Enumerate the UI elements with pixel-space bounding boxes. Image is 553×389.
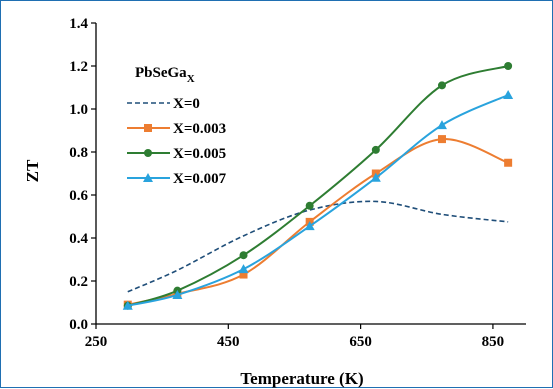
series-3 [122, 90, 514, 310]
legend: PbSeGaX X=0 X=0.003 X=0.005 X=0.007 [127, 65, 227, 187]
series-layer [122, 62, 514, 310]
y-tick-label: 1.4 [69, 16, 88, 32]
data-point [437, 135, 446, 144]
data-point [504, 62, 513, 70]
data-point [172, 289, 183, 299]
legend-label: X=0.003 [173, 121, 226, 137]
series-line [127, 138, 509, 306]
legend-swatch-marker [144, 124, 152, 132]
y-tick-label: 0.2 [69, 274, 88, 290]
x-tick-label: 250 [85, 334, 108, 350]
y-tick-label: 0.6 [69, 188, 88, 204]
y-tick-label: 1.2 [69, 59, 88, 75]
x-tick-label: 650 [349, 334, 372, 350]
data-point [239, 251, 248, 260]
legend-label: X=0 [173, 96, 200, 112]
data-point [503, 90, 514, 100]
data-point [504, 158, 513, 167]
y-tick-label: 0.4 [69, 231, 88, 247]
data-point [122, 300, 133, 310]
y-axis-title: ZT [23, 159, 42, 182]
data-point [437, 81, 446, 90]
y-tick-label: 0.8 [69, 145, 88, 161]
y-tick-label: 1.0 [69, 102, 88, 118]
legend-label: X=0.005 [173, 146, 226, 162]
legend-swatch-marker [143, 173, 153, 182]
series-2 [123, 62, 513, 310]
data-point [436, 120, 447, 130]
data-point [238, 264, 249, 274]
data-point [304, 221, 315, 231]
x-tick-label: 850 [482, 334, 505, 350]
x-tick-label: 450 [217, 334, 240, 350]
legend-label: X=0.007 [173, 171, 227, 187]
data-point [370, 172, 381, 182]
legend-entry: X=0.007 [127, 171, 227, 187]
axes-layer [91, 22, 526, 329]
x-axis-title: Temperature (K) [240, 369, 363, 388]
data-point [371, 145, 380, 154]
legend-entry: X=0.003 [127, 121, 226, 137]
tick-labels: 0.0 0.2 0.4 0.6 0.8 1.0 1.2 1.4 250 450 650 850 [69, 16, 504, 350]
legend-entry: X=0.005 [127, 146, 226, 162]
legend-swatch-marker [144, 149, 152, 157]
legend-entry: X=0 [127, 96, 200, 112]
data-point [305, 201, 314, 210]
y-tick-label: 0.0 [69, 317, 88, 333]
legend-title: PbSeGaX [135, 65, 195, 85]
data-point [239, 270, 248, 279]
